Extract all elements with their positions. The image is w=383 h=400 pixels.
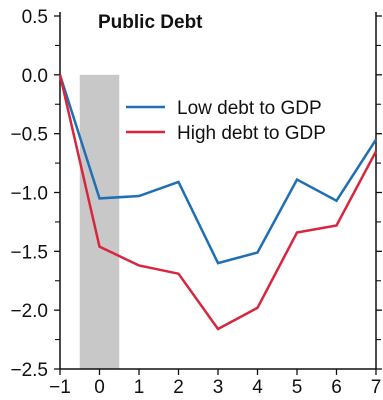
- shaded-region: [79, 74, 120, 369]
- y-tick-label: 0.5: [22, 7, 48, 28]
- y-tick-label: 0.0: [22, 66, 48, 87]
- x-tick-label: 1: [134, 377, 145, 398]
- legend-label: High debt to GDP: [177, 123, 326, 144]
- y-tick-label: −1.5: [10, 242, 48, 263]
- y-tick-label: −1.0: [10, 184, 48, 205]
- y-tick-label: −2.5: [10, 360, 48, 381]
- x-tick-label: 5: [292, 377, 303, 398]
- x-tick-label: 2: [173, 377, 184, 398]
- x-tick-label: −1: [49, 377, 71, 398]
- y-tick-label: −0.5: [10, 125, 48, 146]
- series-layer: [58, 74, 378, 331]
- x-axis: −1 0 1 2 3 4 5 6 7: [49, 368, 382, 398]
- chart-title: Public Debt: [98, 12, 203, 33]
- right-axis: [375, 12, 382, 370]
- y-tick-label: −2.0: [10, 301, 48, 322]
- legend-label: Low debt to GDP: [177, 98, 322, 119]
- x-tick-label: 0: [94, 377, 105, 398]
- x-tick-label: 4: [252, 377, 263, 398]
- x-tick-label: 6: [331, 377, 342, 398]
- x-tick-label: 7: [371, 377, 382, 398]
- series-line-low-debt: [58, 74, 378, 265]
- series-line-high-debt: [58, 74, 378, 331]
- legend: Low debt to GDP High debt to GDP: [126, 98, 326, 144]
- x-tick-label: 3: [213, 377, 224, 398]
- y-axis: 0.5 0.0 −0.5 −1.0 −1.5 −2.0 −2.5: [10, 7, 61, 381]
